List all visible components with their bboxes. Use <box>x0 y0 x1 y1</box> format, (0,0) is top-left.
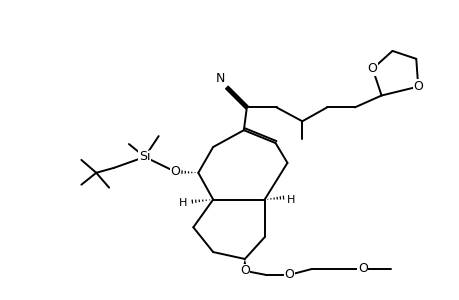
Text: O: O <box>240 264 249 278</box>
Text: Si: Si <box>139 150 150 164</box>
Text: O: O <box>284 268 294 281</box>
Text: O: O <box>357 262 367 275</box>
Text: O: O <box>367 62 377 75</box>
Text: H: H <box>179 199 187 208</box>
Text: H: H <box>286 194 295 205</box>
Text: O: O <box>412 80 422 93</box>
Text: O: O <box>170 165 180 178</box>
Polygon shape <box>241 259 247 271</box>
Text: N: N <box>215 72 224 85</box>
